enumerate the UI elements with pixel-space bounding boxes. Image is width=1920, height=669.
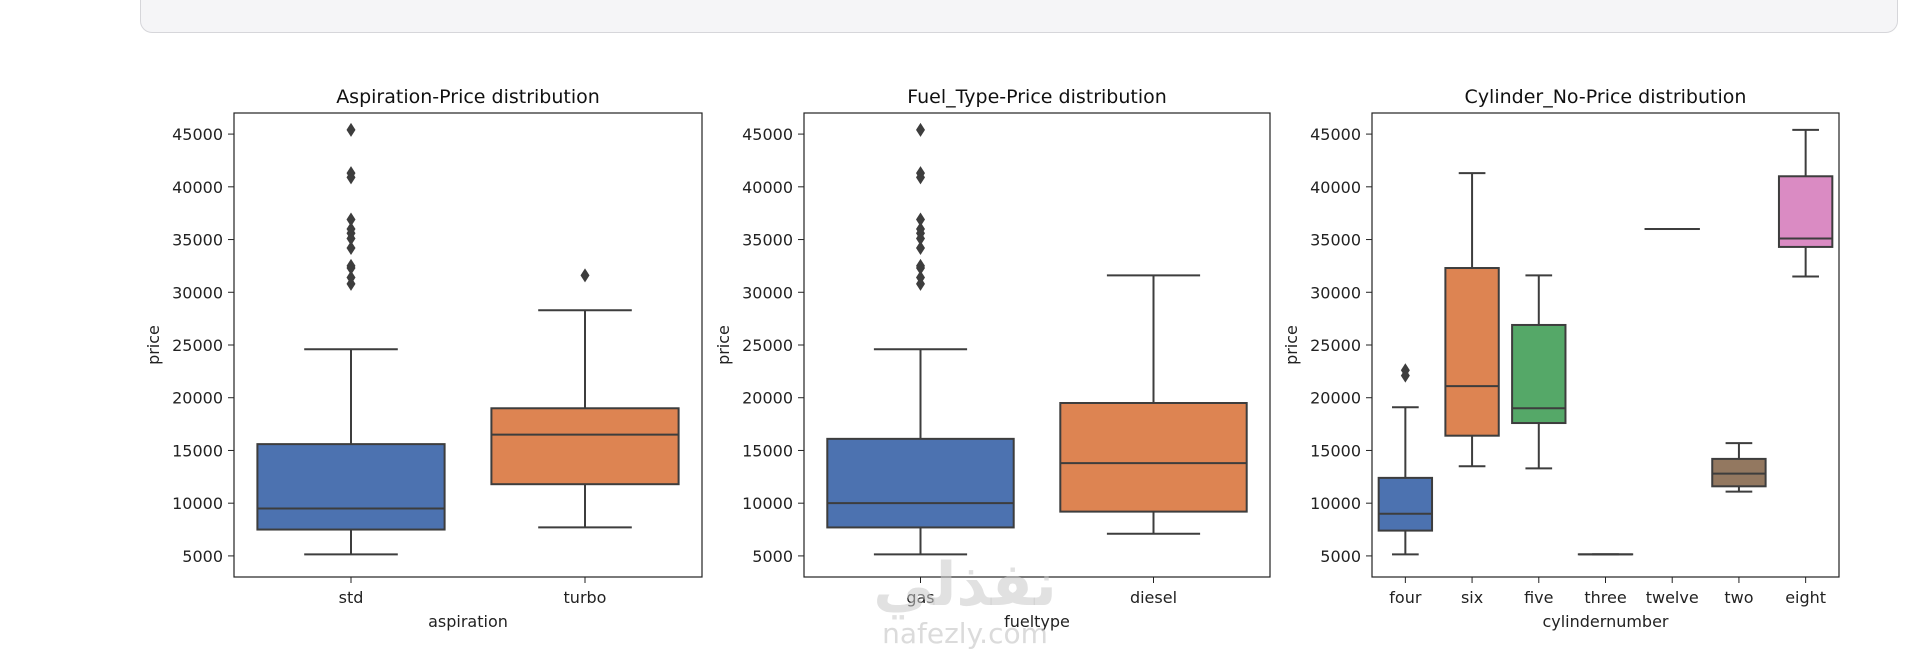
flier-point [1400, 363, 1410, 378]
x-tick-label: two [1724, 588, 1753, 607]
y-tick-label: 25000 [172, 336, 223, 355]
y-tick-label: 25000 [742, 336, 793, 355]
y-tick-label: 35000 [172, 231, 223, 250]
y-tick-label: 35000 [742, 231, 793, 250]
y-tick-label: 15000 [742, 441, 793, 460]
box-body [1444, 267, 1500, 437]
y-tick-label: 20000 [1310, 389, 1361, 408]
x-axis-label: cylindernumber [1542, 612, 1668, 631]
flier-point [916, 240, 925, 255]
x-tick-label: four [1389, 588, 1422, 607]
y-tick-label: 30000 [172, 283, 223, 302]
box-eight [1777, 128, 1834, 278]
y-tick-label: 30000 [742, 283, 793, 302]
y-tick-label: 5000 [182, 547, 223, 566]
box-body [256, 443, 446, 531]
box-body [1059, 402, 1248, 513]
y-tick-label: 45000 [172, 125, 223, 144]
box-body [1511, 323, 1567, 425]
y-tick-label: 20000 [742, 389, 793, 408]
y-tick-label: 35000 [1310, 231, 1361, 250]
chart-panel-1: Aspiration-Price distribution 5000 10000 15… [144, 86, 703, 631]
chart-title: Cylinder_No-Price distribution [1465, 86, 1747, 108]
chart-panel-2: Fuel_Type-Price distribution 5000 10000 150… [714, 86, 1271, 631]
flier-point [346, 240, 356, 255]
flier-point [346, 122, 356, 137]
box-gas [826, 122, 1015, 556]
y-tick-label: 40000 [172, 178, 223, 197]
box-diesel [1059, 274, 1248, 535]
x-tick-label: gas [906, 588, 934, 607]
box-two [1711, 442, 1767, 493]
flier-point [916, 222, 925, 236]
y-axis-label: price [144, 325, 163, 365]
flier-point [916, 122, 925, 137]
x-tick-label: six [1461, 588, 1483, 607]
x-axis-label: fueltype [1004, 612, 1070, 631]
y-tick-label: 30000 [1310, 283, 1361, 302]
x-tick-label: diesel [1130, 588, 1177, 607]
box-four [1377, 363, 1434, 556]
x-tick-label: three [1584, 588, 1626, 607]
plot-frame [803, 112, 1271, 578]
y-tick-label: 15000 [172, 441, 223, 460]
x-tick-label: twelve [1646, 588, 1699, 607]
y-tick-label: 45000 [1310, 125, 1361, 144]
y-axis-label: price [714, 325, 733, 365]
plot-frame [233, 112, 703, 578]
y-axis-label: price [1282, 325, 1301, 365]
y-tick-label: 5000 [752, 547, 793, 566]
chart-panel-3: Cylinder_No-Price distribution 5000 10000 1… [1282, 86, 1840, 631]
y-tick-label: 15000 [1310, 441, 1361, 460]
flier-point [346, 166, 356, 181]
x-tick-label: turbo [564, 588, 607, 607]
y-tick-label: 20000 [172, 389, 223, 408]
box-std [256, 122, 446, 556]
top-card [140, 0, 1898, 33]
flier-point [346, 222, 356, 236]
flier-point [916, 258, 925, 273]
x-tick-label: eight [1785, 588, 1826, 607]
x-axis-label: aspiration [428, 612, 508, 631]
chart-title: Fuel_Type-Price distribution [907, 86, 1167, 108]
y-tick-label: 40000 [1310, 178, 1361, 197]
flier-point [916, 212, 925, 227]
box-body [826, 437, 1015, 529]
flier-point [916, 270, 925, 285]
box-turbo [490, 268, 680, 529]
y-tick-label: 40000 [742, 178, 793, 197]
plot-frame [1371, 112, 1840, 578]
box-body [1777, 175, 1834, 248]
box-body [1377, 476, 1434, 532]
box-five [1511, 274, 1567, 470]
flier-point [580, 268, 590, 283]
x-tick-label: std [339, 588, 364, 607]
x-tick-label: five [1524, 588, 1553, 607]
flier-point [916, 166, 925, 181]
y-tick-label: 10000 [1310, 494, 1361, 513]
chart-title: Aspiration-Price distribution [336, 86, 600, 108]
flier-point [346, 212, 356, 227]
y-tick-label: 5000 [1320, 547, 1361, 566]
y-tick-label: 10000 [742, 494, 793, 513]
y-tick-label: 45000 [742, 125, 793, 144]
box-body [490, 407, 680, 486]
box-body [1711, 457, 1767, 488]
flier-point [346, 270, 356, 285]
box-six [1444, 172, 1500, 468]
y-tick-label: 25000 [1310, 336, 1361, 355]
flier-point [346, 258, 356, 273]
y-tick-label: 10000 [172, 494, 223, 513]
